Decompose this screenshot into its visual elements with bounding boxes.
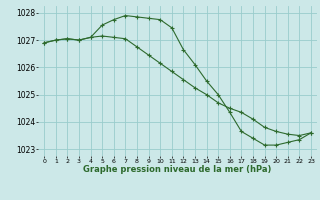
X-axis label: Graphe pression niveau de la mer (hPa): Graphe pression niveau de la mer (hPa) bbox=[84, 165, 272, 174]
